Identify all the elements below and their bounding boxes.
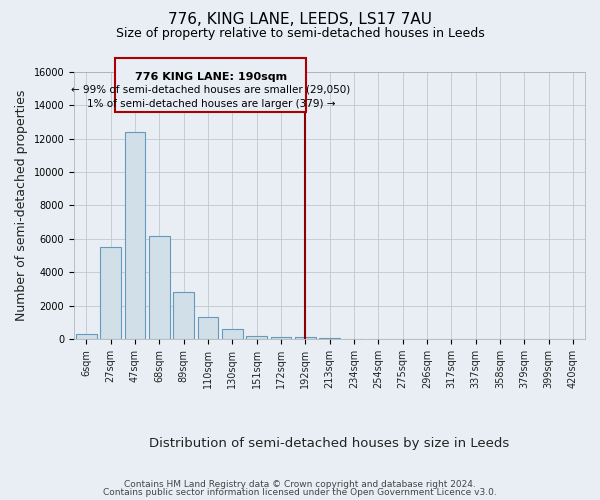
Bar xyxy=(222,329,242,339)
Text: Contains HM Land Registry data © Crown copyright and database right 2024.: Contains HM Land Registry data © Crown c… xyxy=(124,480,476,489)
X-axis label: Distribution of semi-detached houses by size in Leeds: Distribution of semi-detached houses by … xyxy=(149,437,509,450)
Text: 1% of semi-detached houses are larger (379) →: 1% of semi-detached houses are larger (3… xyxy=(86,98,335,108)
Text: ← 99% of semi-detached houses are smaller (29,050): ← 99% of semi-detached houses are smalle… xyxy=(71,84,350,94)
Bar xyxy=(173,292,194,339)
Text: Contains public sector information licensed under the Open Government Licence v3: Contains public sector information licen… xyxy=(103,488,497,497)
Bar xyxy=(295,338,316,339)
Bar xyxy=(100,247,121,339)
Bar xyxy=(197,318,218,339)
Bar xyxy=(149,236,170,339)
Y-axis label: Number of semi-detached properties: Number of semi-detached properties xyxy=(15,90,28,321)
Text: 776 KING LANE: 190sqm: 776 KING LANE: 190sqm xyxy=(135,72,287,82)
Text: Size of property relative to semi-detached houses in Leeds: Size of property relative to semi-detach… xyxy=(116,28,484,40)
Bar xyxy=(319,338,340,339)
Bar xyxy=(271,338,291,339)
Text: 776, KING LANE, LEEDS, LS17 7AU: 776, KING LANE, LEEDS, LS17 7AU xyxy=(168,12,432,28)
Bar xyxy=(246,336,267,339)
Bar xyxy=(76,334,97,339)
Bar xyxy=(125,132,145,339)
FancyBboxPatch shape xyxy=(115,58,307,112)
